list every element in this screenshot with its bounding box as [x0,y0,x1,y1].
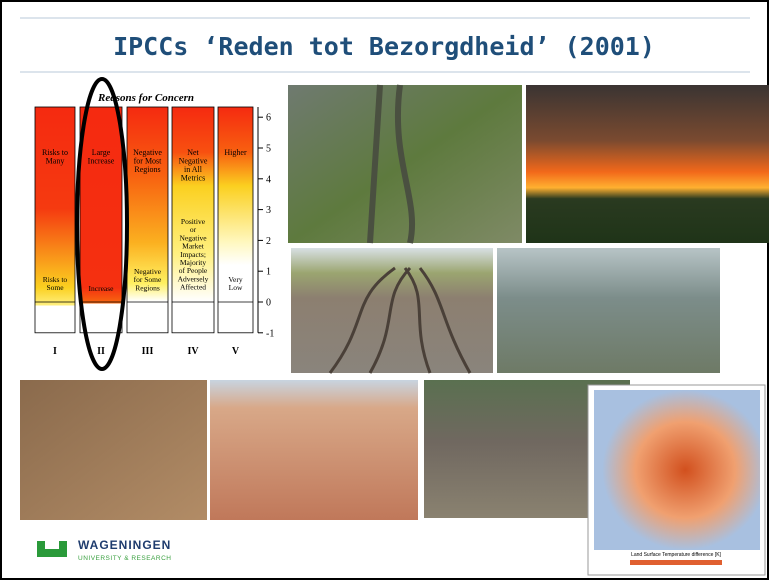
logo-mark [37,541,45,557]
column-upper-label: Regions [134,165,160,174]
axis-tick-label: 5 [266,144,271,155]
column-lower-label: Increase [89,284,115,293]
column-lower-label: Risks to [43,275,68,284]
photo-flooded-town [497,248,720,373]
logo-subtitle: UNIVERSITY & RESEARCH [78,555,171,562]
column-numeral: V [232,346,240,357]
column-lower-label: Majority [180,258,206,267]
column-upper-label: Net [187,148,199,157]
column-upper-label: Negative [133,148,162,157]
column-upper-label: Increase [88,157,115,166]
column-upper-label: Many [46,157,65,166]
axis-tick-label: 2 [266,236,271,247]
column-lower-label: Negative [134,267,162,276]
column-numeral: III [142,346,154,357]
column-lower-label: Affected [180,283,206,292]
column-upper-label: Risks to [42,148,68,157]
map-europe [594,390,760,550]
concern-column [79,106,123,334]
axis-tick-label: 4 [266,174,271,185]
axis-tick-label: 1 [266,267,271,278]
column-upper-label: Large [92,148,111,157]
column-upper-label: Negative [179,157,208,166]
column-upper-label: Higher [224,148,247,157]
column-lower-label: Very [228,275,242,284]
photo-drought [20,380,207,520]
column-numeral: IV [187,346,199,357]
concern-column [126,106,169,334]
column-lower-label: Low [229,283,243,292]
column-lower-label: or [190,225,197,234]
column-numeral: II [97,346,105,357]
column-lower-label: Positive [181,217,206,226]
photo-rails [291,248,493,373]
axis-tick-label: 0 [266,298,271,309]
photo-wildfire [526,85,769,243]
column-lower-label: Some [46,283,64,292]
logo-name: WAGENINGEN [78,538,171,552]
concern-column [34,106,76,334]
column-upper-label: Metrics [181,174,205,183]
map-colorbar [630,560,722,565]
column-numeral: I [53,346,57,357]
axis-tick-label: -1 [266,328,274,339]
map-caption: Land Surface Temperature difference [K] [631,552,721,558]
highlight-ellipse [75,77,129,371]
column-upper-label: in All [184,165,203,174]
photo-detail [367,84,416,244]
logo-mark [59,541,67,557]
photo-detail [328,266,472,374]
column-lower-label: Regions [135,283,160,292]
figure-title: Reasons for Concern [97,92,194,104]
column-lower-label: of People [179,266,208,275]
column-lower-label: for Some [134,275,162,284]
axis-tick-label: 3 [266,205,271,216]
slide-title: IPCCs ‘Reden tot Bezorgdheid’ (2001) [113,32,655,61]
column-upper-label: for Most [134,157,163,166]
concern-column [217,106,254,334]
concern-column [171,106,215,334]
photo-carcass [210,380,418,520]
column-lower-label: Negative [179,233,207,242]
axis-tick-label: 6 [266,113,271,124]
column-lower-label: Impacts; [180,250,206,259]
column-lower-label: Market [182,242,205,251]
column-lower-label: Adversely [178,274,209,283]
logo-mark [45,549,59,557]
